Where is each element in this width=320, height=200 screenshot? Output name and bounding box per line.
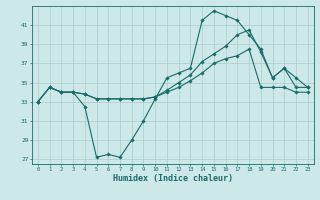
X-axis label: Humidex (Indice chaleur): Humidex (Indice chaleur)	[113, 174, 233, 183]
